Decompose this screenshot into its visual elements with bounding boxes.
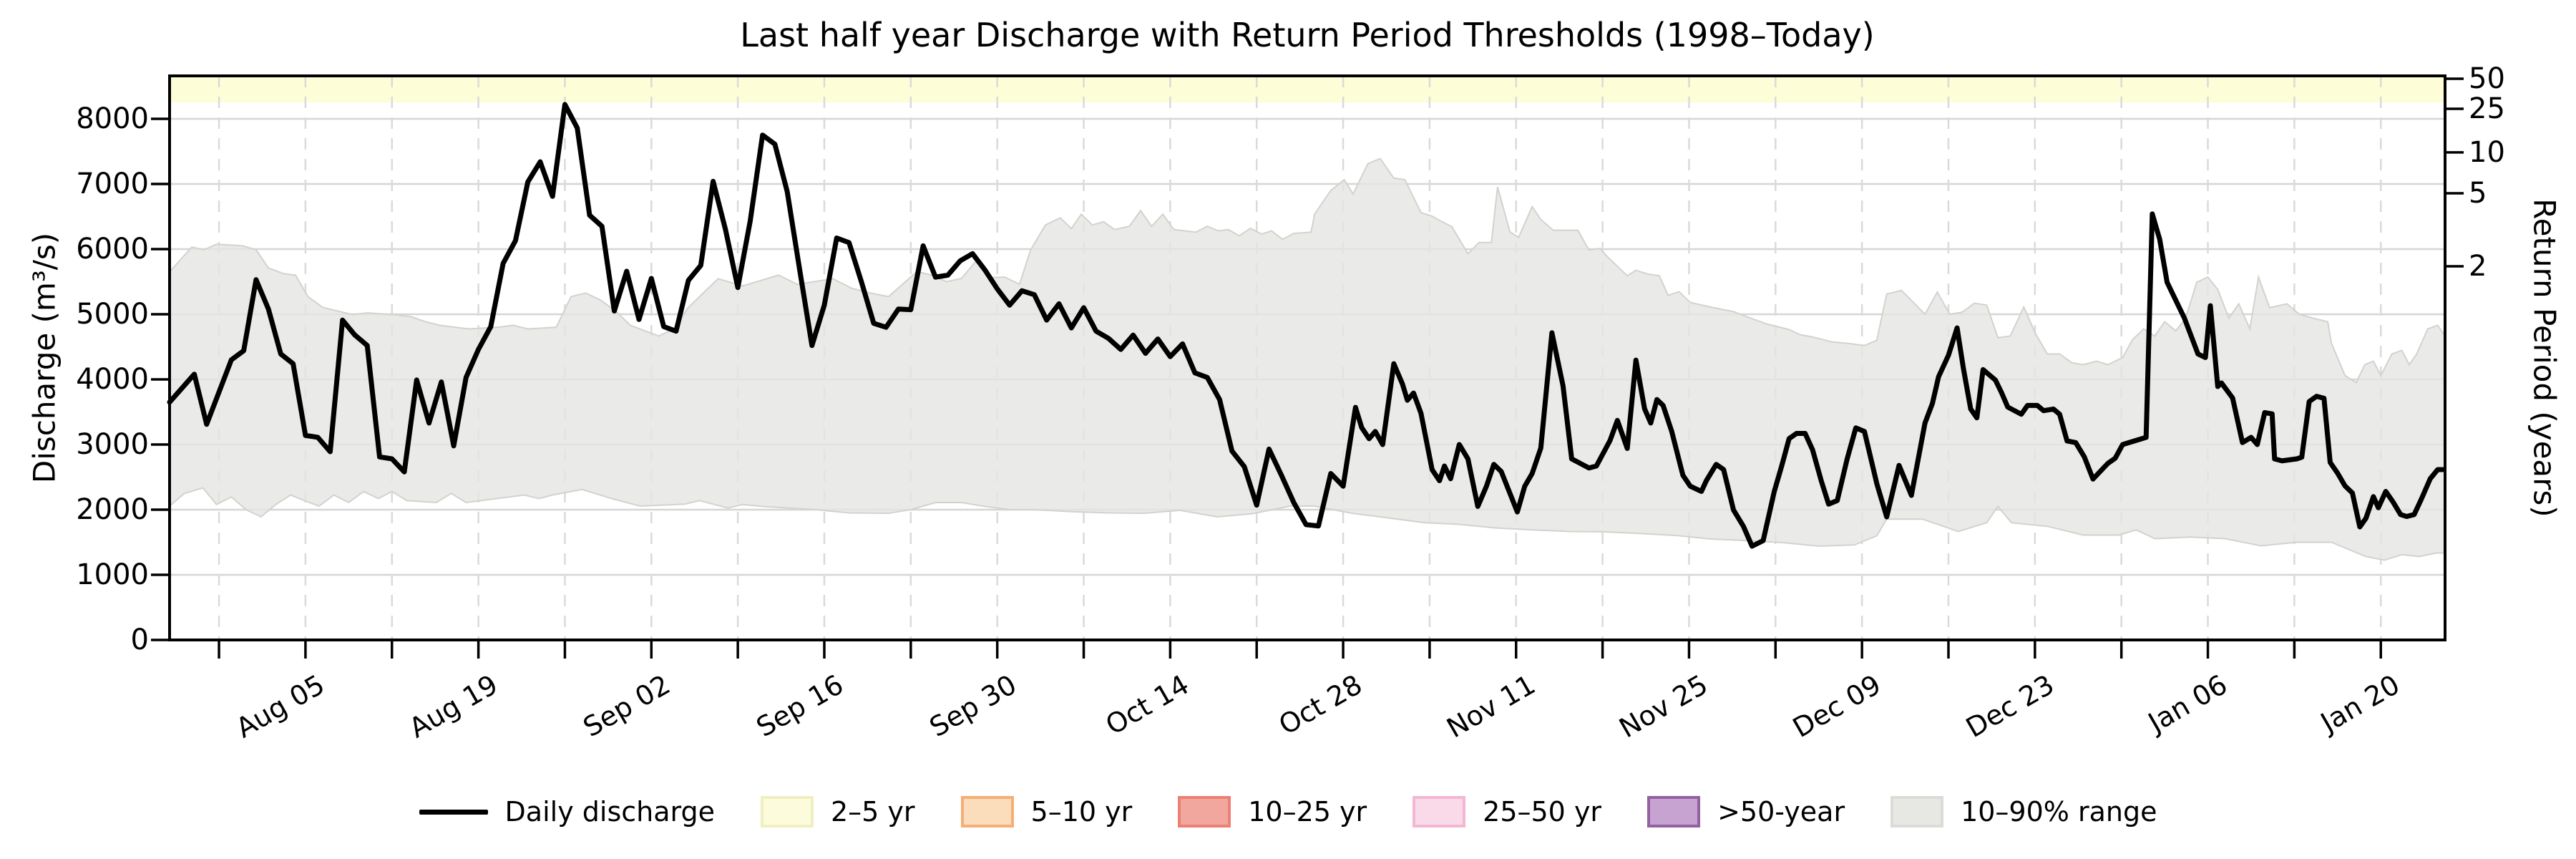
legend-label: 10–25 yr: [1248, 796, 1367, 828]
legend-patch-swatch: [1178, 796, 1231, 828]
legend-line-swatch: [419, 809, 488, 815]
legend-patch-swatch: [960, 796, 1014, 828]
chart-title: Last half year Discharge with Return Per…: [740, 16, 1875, 54]
legend-patch-swatch: [1890, 796, 1944, 828]
percentile-band-upper-edge: [169, 157, 2446, 384]
legend-item: Daily discharge: [419, 796, 715, 828]
y-axis-label-right: Return Period (years): [2527, 198, 2562, 518]
percentile-band-lower-edge: [169, 487, 2445, 561]
y-tick-label: 2000: [76, 492, 149, 526]
y-tick-label: 6000: [76, 232, 149, 266]
y-tick-label: 1000: [76, 558, 149, 591]
return-period-tick-label: 5: [2469, 176, 2487, 210]
legend-label: 25–50 yr: [1483, 796, 1602, 828]
legend-item: 25–50 yr: [1413, 796, 1601, 828]
y-tick-label: 5000: [76, 297, 149, 331]
legend-label: Daily discharge: [504, 796, 715, 828]
daily-discharge-line: [167, 102, 2446, 549]
legend-item: >50-year: [1647, 796, 1845, 828]
legend-item: 5–10 yr: [960, 796, 1133, 828]
legend-item: 2–5 yr: [760, 796, 915, 828]
percentile-band-10-90: [170, 158, 2445, 560]
y-tick-label: 3000: [76, 427, 149, 461]
y-tick-label: 4000: [76, 362, 149, 396]
legend-label: 2–5 yr: [830, 796, 915, 828]
legend-label: >50-year: [1717, 796, 1845, 828]
y-tick-label: 7000: [76, 167, 149, 200]
legend-item: 10–90% range: [1890, 796, 2157, 828]
y-tick-label: 0: [130, 623, 149, 656]
return-period-tick-label: 25: [2469, 92, 2505, 125]
legend-patch-swatch: [760, 796, 814, 828]
legend-patch-swatch: [1413, 796, 1466, 828]
y-tick-label: 8000: [76, 102, 149, 135]
return-period-tick-label: 50: [2469, 62, 2505, 95]
legend-label: 5–10 yr: [1030, 796, 1133, 828]
return-period-tick-label: 10: [2469, 135, 2505, 169]
legend-patch-swatch: [1647, 796, 1701, 828]
legend-item: 10–25 yr: [1178, 796, 1367, 828]
return-period-tick-label: 2: [2469, 250, 2487, 283]
threshold-band-2-5yr: [170, 76, 2445, 103]
legend-label: 10–90% range: [1961, 796, 2157, 828]
axes-spines: [168, 74, 2446, 641]
chart-legend: Daily discharge 2–5 yr 5–10 yr 10–25 yr 25–5…: [0, 796, 2576, 828]
